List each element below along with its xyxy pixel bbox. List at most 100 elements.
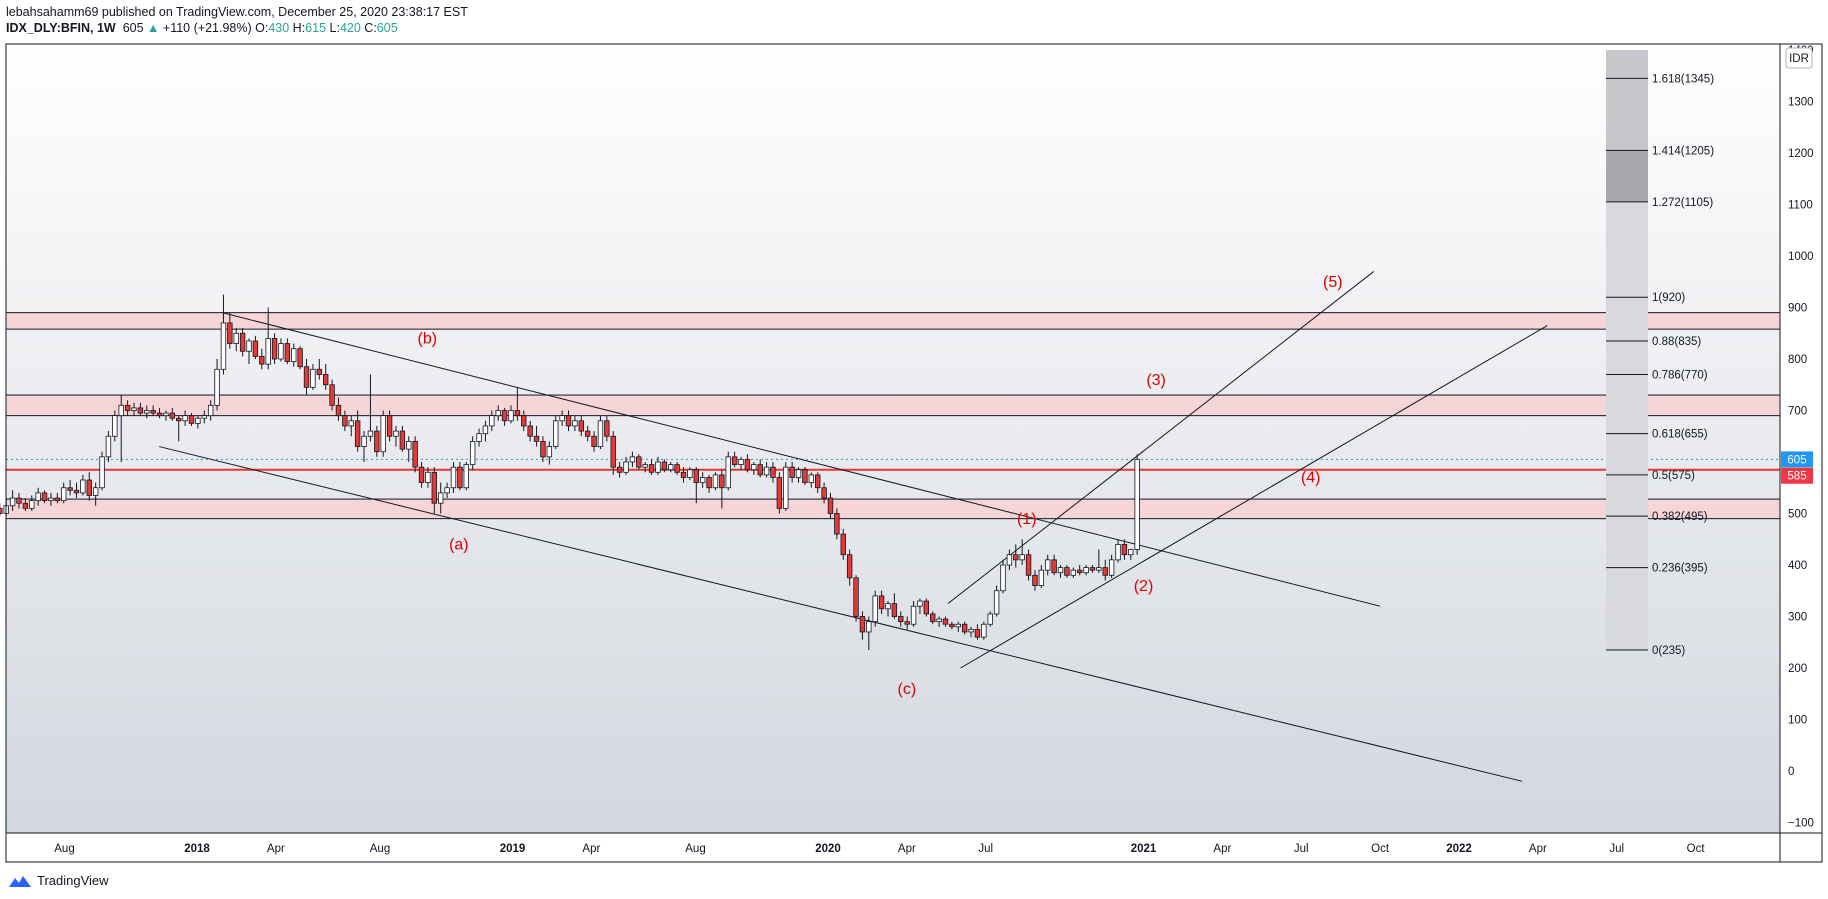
time-tick-label: Apr: [267, 843, 285, 855]
time-tick-label: 2020: [815, 843, 841, 855]
candle-up: [687, 469, 693, 478]
candle-up: [61, 487, 67, 502]
candle-down: [923, 600, 930, 615]
candle-up: [9, 497, 16, 507]
time-tick-label: Apr: [898, 843, 916, 855]
candle-up: [367, 430, 374, 437]
support-price-badge-text: 585: [1787, 471, 1806, 483]
currency-badge[interactable]: IDR: [1785, 47, 1813, 69]
candle-down: [731, 456, 738, 465]
candle-down: [565, 415, 572, 427]
wave-label: (b): [418, 331, 438, 348]
candle-up: [163, 412, 169, 417]
candle-down: [776, 477, 783, 509]
candle-down: [636, 456, 642, 468]
candle-down: [1102, 567, 1108, 576]
candle-up: [495, 410, 501, 417]
candle-up: [725, 456, 731, 489]
candle-up: [207, 404, 214, 417]
plot-background: [6, 44, 1780, 833]
candle-down: [846, 554, 853, 579]
candle-down: [137, 407, 144, 414]
trendline[interactable]: [947, 271, 1375, 605]
trendline[interactable]: [159, 446, 1523, 782]
price-tick-label: 1200: [1788, 148, 1814, 160]
candle-up: [476, 433, 482, 442]
candle-down: [942, 618, 949, 625]
candle-up: [763, 466, 770, 476]
candle-down: [604, 420, 610, 437]
candle-up: [795, 469, 802, 478]
fib-level-label: 0.236(395): [1652, 563, 1708, 575]
candle-up: [808, 474, 815, 483]
fib-level-label: 0.382(495): [1652, 511, 1708, 523]
candle-up: [1096, 567, 1102, 571]
candle-down: [757, 464, 763, 476]
price-tick-label: 400: [1788, 560, 1807, 572]
candle-up: [35, 492, 41, 502]
price-tick-label: 500: [1788, 509, 1807, 521]
fib-extension-band: [1606, 150, 1648, 202]
candle-down: [840, 533, 846, 556]
candle-up: [1045, 559, 1051, 571]
candle-down: [169, 412, 176, 419]
candle-up: [668, 464, 674, 471]
high-value: 615: [305, 21, 327, 35]
candle-up: [144, 410, 150, 414]
price-tick-label: 800: [1788, 354, 1807, 366]
time-tick-label: Jul: [1609, 843, 1624, 855]
candle-down: [399, 430, 406, 450]
chart-header: lebahsahamm69 published on TradingView.c…: [6, 4, 468, 36]
time-tick-label: Jul: [1294, 843, 1309, 855]
time-tick-label: 2019: [500, 843, 526, 855]
up-arrow-icon: ▲: [147, 21, 160, 35]
candle-down: [252, 340, 259, 357]
trendline[interactable]: [960, 325, 1548, 669]
wave-label: (1): [1017, 511, 1037, 528]
candle-up: [1128, 549, 1134, 556]
candle-up: [629, 456, 636, 463]
currency-text: IDR: [1789, 53, 1809, 65]
last-price-badge-text: 605: [1787, 454, 1806, 466]
price-tick-label: 100: [1788, 715, 1807, 727]
candle-down: [949, 623, 955, 628]
price-tick-label: −100: [1788, 818, 1814, 830]
price-tick-label: 1000: [1788, 251, 1814, 263]
candle-down: [501, 410, 508, 422]
candle-down: [329, 384, 335, 406]
candle-down: [386, 415, 393, 437]
candle-down: [342, 415, 348, 427]
candle-up: [278, 343, 284, 360]
candle-down: [418, 466, 425, 483]
candle-down: [853, 577, 859, 617]
last-price: 605: [122, 21, 144, 35]
candle-up: [246, 340, 252, 352]
candle-up: [195, 417, 201, 424]
tradingview-footer[interactable]: TradingView: [8, 873, 109, 888]
time-tick-label: Apr: [582, 843, 600, 855]
candle-up: [751, 464, 757, 471]
plot-border: [5, 43, 1823, 863]
candle-up: [438, 492, 444, 504]
candle-down: [891, 603, 898, 617]
candle-down: [1076, 569, 1083, 574]
candle-down: [297, 348, 303, 368]
resistance-zone: [5, 312, 1781, 330]
trendline[interactable]: [222, 312, 1381, 607]
candle-up: [642, 464, 648, 468]
candle-down: [0, 507, 3, 514]
candle-down: [821, 487, 827, 499]
candle-down: [878, 595, 885, 610]
candle-up: [131, 407, 137, 411]
candle-up: [699, 477, 706, 484]
candle-down: [648, 464, 655, 473]
resistance-zone: [5, 394, 1781, 417]
candle-down: [584, 430, 591, 437]
candle-up: [1000, 564, 1006, 592]
candle-up: [936, 618, 942, 623]
candle-down: [188, 415, 195, 424]
fib-level-label: 1.272(1105): [1652, 197, 1713, 209]
fib-level-label: 1.618(1345): [1652, 73, 1714, 85]
candle-down: [316, 368, 323, 375]
